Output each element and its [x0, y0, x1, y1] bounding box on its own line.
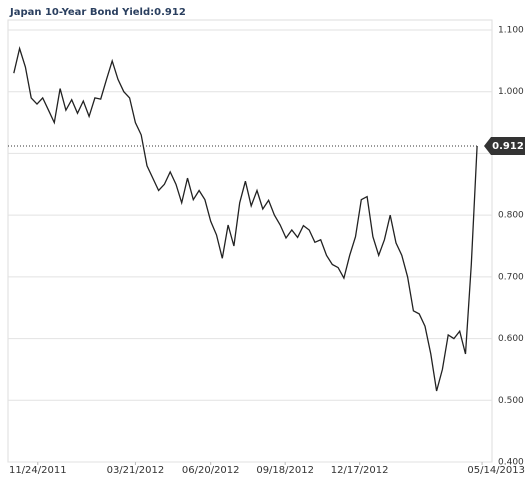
- y-tick-label: 0.700: [498, 272, 524, 282]
- y-tick-label: 0.600: [498, 334, 524, 344]
- title-value: 0.912: [154, 7, 186, 18]
- x-tick-label: 12/17/2012: [331, 465, 389, 476]
- x-tick-label: 11/24/2011: [9, 465, 67, 476]
- last-value-label: 0.912: [492, 141, 524, 152]
- title-text: Japan 10-Year Bond Yield:: [9, 7, 154, 18]
- y-tick-label: 0.400: [498, 458, 524, 468]
- x-tick-label: 09/18/2012: [256, 465, 314, 476]
- y-tick-label: 1.100: [498, 26, 524, 36]
- line-series: [13, 46, 478, 392]
- y-tick-label: 0.800: [498, 211, 524, 221]
- y-tick-label: 0.500: [498, 396, 524, 406]
- y-tick-label: 1.000: [498, 87, 524, 97]
- x-tick-label: 05/14/2013: [467, 465, 525, 476]
- plot-area: [7, 19, 493, 463]
- chart-title: Japan 10-Year Bond Yield:0.912: [9, 7, 186, 18]
- x-tick-label: 06/20/2012: [182, 465, 240, 476]
- last-value-callout: [484, 137, 525, 156]
- x-tick-label: 03/21/2012: [107, 465, 165, 476]
